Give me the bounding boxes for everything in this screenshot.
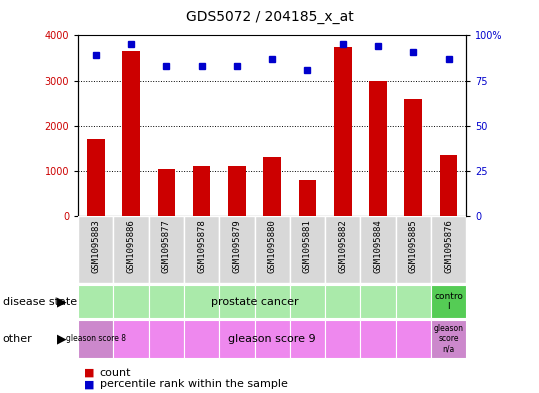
Bar	[113, 216, 149, 283]
Bar	[290, 285, 325, 318]
Bar	[122, 51, 140, 216]
Bar	[219, 285, 254, 318]
Text: disease state: disease state	[3, 297, 77, 307]
Bar	[184, 285, 219, 318]
Bar	[290, 320, 325, 358]
Bar	[325, 320, 361, 358]
Bar	[361, 285, 396, 318]
Text: GSM1095885: GSM1095885	[409, 219, 418, 273]
Bar	[264, 157, 281, 216]
Bar	[87, 139, 105, 216]
Text: GSM1095878: GSM1095878	[197, 219, 206, 273]
Bar	[219, 216, 254, 283]
Bar	[149, 216, 184, 283]
Bar	[113, 285, 149, 318]
Bar	[396, 285, 431, 318]
Bar	[396, 216, 431, 283]
Text: gleason
score
n/a: gleason score n/a	[433, 324, 464, 354]
Text: GSM1095883: GSM1095883	[91, 219, 100, 273]
Text: ■: ■	[84, 379, 94, 389]
Bar	[78, 216, 113, 283]
Text: prostate cancer: prostate cancer	[211, 297, 299, 307]
Bar	[299, 180, 316, 216]
Bar	[369, 81, 387, 216]
Bar	[113, 320, 149, 358]
Text: GSM1095879: GSM1095879	[232, 219, 241, 273]
Text: GDS5072 / 204185_x_at: GDS5072 / 204185_x_at	[185, 10, 354, 24]
Bar	[396, 320, 431, 358]
Bar	[254, 320, 290, 358]
Bar	[219, 320, 254, 358]
Bar	[325, 216, 361, 283]
Bar	[404, 99, 422, 216]
Text: percentile rank within the sample: percentile rank within the sample	[100, 379, 288, 389]
Bar	[290, 216, 325, 283]
Bar	[193, 167, 210, 216]
Text: ▶: ▶	[57, 295, 67, 308]
Text: GSM1095880: GSM1095880	[268, 219, 277, 273]
Text: ▶: ▶	[57, 332, 67, 345]
Bar	[361, 216, 396, 283]
Text: other: other	[3, 334, 32, 344]
Text: contro
l: contro l	[434, 292, 463, 311]
Bar	[184, 320, 219, 358]
Bar	[431, 320, 466, 358]
Bar	[78, 320, 113, 358]
Bar	[431, 216, 466, 283]
Bar	[149, 285, 184, 318]
Bar	[440, 155, 458, 216]
Text: GSM1095881: GSM1095881	[303, 219, 312, 273]
Bar	[254, 285, 290, 318]
Bar	[431, 285, 466, 318]
Text: gleason score 9: gleason score 9	[229, 334, 316, 344]
Text: gleason score 8: gleason score 8	[66, 334, 126, 343]
Bar	[325, 285, 361, 318]
Text: GSM1095876: GSM1095876	[444, 219, 453, 273]
Text: GSM1095884: GSM1095884	[374, 219, 383, 273]
Bar	[228, 167, 246, 216]
Bar	[157, 169, 175, 216]
Text: GSM1095882: GSM1095882	[338, 219, 347, 273]
Text: count: count	[100, 367, 131, 378]
Bar	[184, 216, 219, 283]
Text: GSM1095877: GSM1095877	[162, 219, 171, 273]
Text: GSM1095886: GSM1095886	[127, 219, 136, 273]
Bar	[254, 216, 290, 283]
Bar	[334, 47, 351, 216]
Bar	[149, 320, 184, 358]
Bar	[361, 320, 396, 358]
Bar	[78, 285, 113, 318]
Text: ■: ■	[84, 367, 94, 378]
